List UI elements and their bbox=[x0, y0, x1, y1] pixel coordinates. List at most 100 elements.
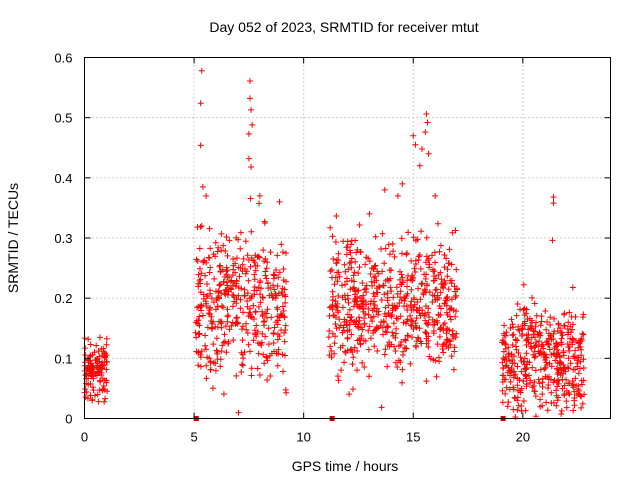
data-point bbox=[82, 345, 89, 352]
data-point bbox=[274, 283, 281, 290]
data-point bbox=[346, 321, 353, 328]
data-point bbox=[384, 324, 391, 331]
data-point bbox=[282, 299, 289, 306]
data-point bbox=[392, 359, 399, 366]
data-point bbox=[369, 318, 376, 325]
data-point bbox=[514, 363, 521, 370]
data-point bbox=[247, 263, 254, 270]
data-point bbox=[569, 341, 576, 348]
data-point bbox=[91, 349, 98, 356]
data-point bbox=[438, 276, 445, 283]
data-point bbox=[578, 346, 585, 353]
data-point bbox=[252, 308, 259, 315]
data-point bbox=[348, 277, 355, 284]
data-point bbox=[256, 200, 263, 207]
data-point bbox=[93, 342, 100, 349]
data-point bbox=[341, 261, 348, 268]
x-axis-label: GPS time / hours bbox=[292, 458, 399, 474]
data-point bbox=[101, 386, 108, 393]
data-point bbox=[539, 391, 546, 398]
data-point bbox=[403, 345, 410, 352]
y-axis-label: SRMTID / TECUs bbox=[5, 183, 21, 293]
data-point bbox=[537, 403, 544, 410]
data-point bbox=[244, 290, 251, 297]
data-point bbox=[359, 280, 366, 287]
data-point bbox=[412, 260, 419, 267]
data-point bbox=[423, 259, 430, 266]
data-point bbox=[445, 344, 452, 351]
data-point bbox=[247, 195, 254, 202]
data-point bbox=[425, 150, 432, 157]
data-point bbox=[216, 263, 223, 270]
data-point bbox=[390, 248, 397, 255]
data-point bbox=[221, 338, 228, 345]
data-point bbox=[203, 375, 210, 382]
data-point bbox=[224, 313, 231, 320]
data-point bbox=[547, 314, 554, 321]
data-point bbox=[216, 282, 223, 289]
data-point bbox=[356, 336, 363, 343]
data-point bbox=[267, 284, 274, 291]
data-point bbox=[102, 395, 109, 402]
data-point bbox=[550, 200, 557, 207]
data-point bbox=[557, 372, 564, 379]
data-point bbox=[328, 303, 335, 310]
data-point bbox=[561, 382, 568, 389]
data-point bbox=[446, 306, 453, 313]
data-point bbox=[403, 303, 410, 310]
data-point bbox=[527, 322, 534, 329]
data-point bbox=[249, 121, 256, 128]
data-point bbox=[279, 285, 286, 292]
data-point bbox=[217, 281, 224, 288]
data-point bbox=[535, 348, 542, 355]
data-point bbox=[500, 355, 507, 362]
data-point bbox=[342, 349, 349, 356]
data-point bbox=[450, 307, 457, 314]
data-point bbox=[389, 240, 396, 247]
data-point bbox=[514, 406, 521, 413]
data-point bbox=[417, 265, 424, 272]
data-point bbox=[237, 296, 244, 303]
data-point bbox=[343, 251, 350, 258]
data-point bbox=[566, 309, 573, 316]
data-point bbox=[567, 323, 574, 330]
data-point bbox=[423, 271, 430, 278]
data-point bbox=[339, 304, 346, 311]
data-point bbox=[87, 341, 94, 348]
data-point bbox=[437, 289, 444, 296]
data-point bbox=[279, 292, 286, 299]
data-point bbox=[239, 362, 246, 369]
data-point bbox=[197, 276, 204, 283]
data-point bbox=[209, 385, 216, 392]
data-point bbox=[519, 330, 526, 337]
data-point bbox=[579, 400, 586, 407]
data-point bbox=[225, 340, 232, 347]
data-point bbox=[208, 295, 215, 302]
data-point bbox=[362, 285, 369, 292]
data-point bbox=[521, 361, 528, 368]
data-point bbox=[365, 346, 372, 353]
data-point bbox=[450, 366, 457, 373]
data-point bbox=[331, 340, 338, 347]
data-point bbox=[103, 379, 110, 386]
data-point bbox=[333, 325, 340, 332]
data-point bbox=[449, 229, 456, 236]
data-point bbox=[382, 304, 389, 311]
data-point bbox=[554, 371, 561, 378]
data-point bbox=[356, 317, 363, 324]
data-point bbox=[235, 264, 242, 271]
data-point bbox=[375, 308, 382, 315]
data-point bbox=[565, 329, 572, 336]
data-point bbox=[566, 391, 573, 398]
data-point bbox=[529, 294, 536, 301]
data-point bbox=[502, 376, 509, 383]
data-point bbox=[210, 341, 217, 348]
data-point bbox=[329, 288, 336, 295]
data-point bbox=[569, 284, 576, 291]
data-point bbox=[394, 315, 401, 322]
data-point bbox=[556, 353, 563, 360]
data-point bbox=[574, 360, 581, 367]
data-point bbox=[101, 362, 108, 369]
data-point bbox=[453, 330, 460, 337]
data-point bbox=[539, 375, 546, 382]
